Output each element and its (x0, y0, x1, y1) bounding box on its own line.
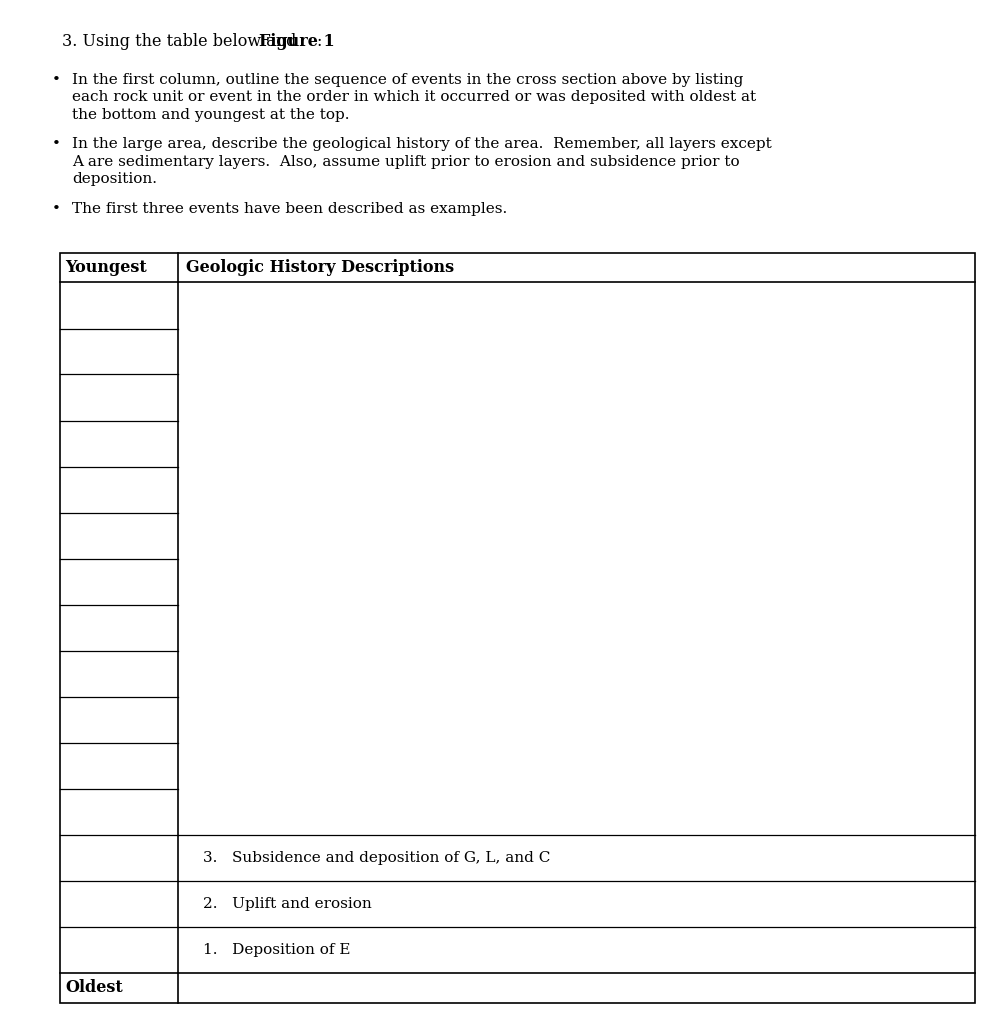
Text: :: : (316, 33, 322, 50)
Text: 3.   Subsidence and deposition of G, L, and C: 3. Subsidence and deposition of G, L, an… (202, 851, 550, 864)
Text: In the large area, describe the geological history of the area.  Remember, all l: In the large area, describe the geologic… (72, 137, 771, 152)
Text: Geologic History Descriptions: Geologic History Descriptions (185, 259, 454, 276)
Text: •: • (52, 137, 61, 152)
Text: The first three events have been described as examples.: The first three events have been describ… (72, 202, 507, 216)
Text: •: • (52, 202, 61, 216)
Text: •: • (52, 73, 61, 87)
Text: 3. Using the table below and: 3. Using the table below and (62, 33, 302, 50)
Text: Figure 1: Figure 1 (259, 33, 335, 50)
Text: the bottom and youngest at the top.: the bottom and youngest at the top. (72, 108, 349, 122)
Text: 1.   Deposition of E: 1. Deposition of E (202, 942, 350, 956)
Text: Youngest: Youngest (65, 259, 146, 276)
Text: A are sedimentary layers.  Also, assume uplift prior to erosion and subsidence p: A are sedimentary layers. Also, assume u… (72, 155, 738, 169)
Bar (60, 253, 974, 1002)
Text: In the first column, outline the sequence of events in the cross section above b: In the first column, outline the sequenc… (72, 73, 742, 87)
Text: deposition.: deposition. (72, 172, 157, 186)
Text: each rock unit or event in the order in which it occurred or was deposited with : each rock unit or event in the order in … (72, 90, 756, 104)
Text: Oldest: Oldest (65, 979, 122, 996)
Text: 2.   Uplift and erosion: 2. Uplift and erosion (202, 896, 372, 910)
